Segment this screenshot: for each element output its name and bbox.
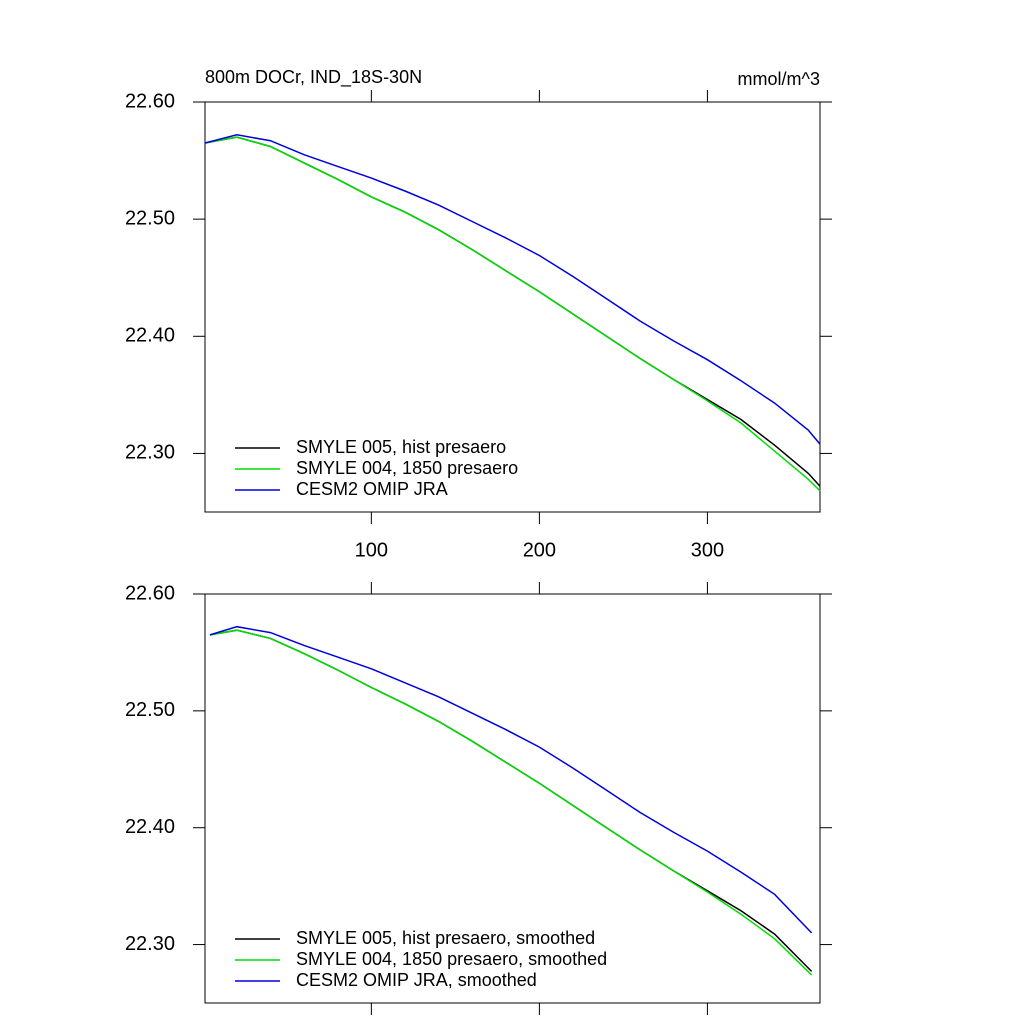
x-tick-label: 300 [691, 539, 724, 561]
y-tick-label: 22.60 [125, 582, 175, 604]
legend-label: SMYLE 005, hist presaero, smoothed [296, 928, 595, 948]
legend-label: SMYLE 005, hist presaero [296, 437, 506, 457]
y-tick-label: 22.50 [125, 207, 175, 229]
chart-title: 800m DOCr, IND_18S-30N [205, 67, 422, 88]
y-tick-label: 22.50 [125, 699, 175, 721]
legend-label: CESM2 OMIP JRA, smoothed [296, 970, 537, 990]
units-label: mmol/m^3 [738, 69, 820, 89]
y-tick-label: 22.60 [125, 90, 175, 112]
series-line [209, 625, 813, 934]
series-line [204, 136, 821, 487]
y-tick-label: 22.40 [125, 816, 175, 838]
y-tick-label: 22.30 [125, 933, 175, 955]
legend-label: SMYLE 004, 1850 presaero, smoothed [296, 949, 607, 969]
y-tick-label: 22.30 [125, 442, 175, 464]
series-line [209, 629, 813, 972]
x-tick-label: 100 [355, 539, 388, 561]
plot-frame [204, 593, 821, 1004]
y-tick-label: 22.40 [125, 325, 175, 347]
x-tick-label: 200 [523, 539, 556, 561]
series-line [204, 134, 821, 445]
legend-label: SMYLE 004, 1850 presaero [296, 458, 518, 478]
series-line [209, 629, 813, 976]
legend-label: CESM2 OMIP JRA [296, 479, 448, 499]
series-line [204, 136, 821, 492]
plot-frame [204, 101, 821, 513]
